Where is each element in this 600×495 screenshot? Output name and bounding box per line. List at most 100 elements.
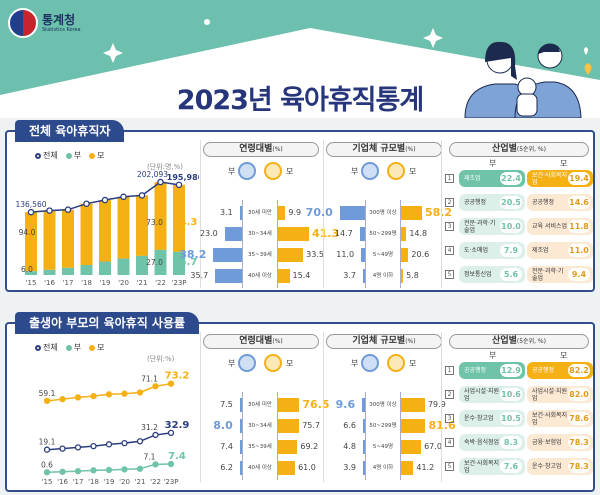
divider [200,140,201,288]
legend-total-marker [35,152,41,159]
industry-mother-item: 보건·사회복지업 19.4 [527,170,593,187]
industry-value: 22.4 [500,172,522,185]
size-category-label: 4명 이하 [372,273,394,279]
age-father-value: 23.0 [199,229,218,238]
x-tick-label: '15 [42,478,53,486]
rank-badge: 3 [445,414,454,423]
legend-total: 전체 [35,342,58,353]
father-share-label: 25.7 [173,257,198,268]
industry-father-item: 공공행정 12.9 [459,362,525,379]
size-father-value: 9.6 [335,398,356,411]
size-father-value: 3.7 [343,271,356,280]
total-point [121,439,128,447]
x-tick-label: '16 [57,478,68,486]
industry-name: 보건·사회복지업 [532,411,568,426]
father-bar [43,269,56,275]
x-tick-label: '19 [104,478,115,486]
industry-name: 제조업 [464,175,481,182]
legend-total-label: 전체 [43,151,58,160]
age-category-label: 40세 이상 [248,465,272,471]
age-mother-bar [278,248,304,262]
size-axis-right [400,392,401,480]
total-point [83,200,90,207]
industry-name: 도·소매업 [464,247,488,254]
mother-value-label: 73.2 [165,371,190,382]
industry-value: 9.4 [568,268,590,281]
size-father-value: 3.9 [343,463,356,472]
age-father-value: 7.5 [220,400,233,409]
industry-value: 7.6 [500,460,522,473]
father-value-label: 0.6 [41,460,53,469]
rank-badge: 5 [445,270,454,279]
industry-father-item: 정보통신업 5.6 [459,266,525,283]
size-father-value: 6.6 [343,421,356,430]
industry-mother-item: 제조업 11.0 [527,242,593,259]
size-father-bar [359,227,365,241]
size-mother-bar [401,461,414,475]
total-point [43,446,51,453]
age-father-bar [224,227,242,241]
legend-total-label: 전체 [43,343,58,352]
age-category-label: 30~34세 [248,231,272,237]
age-mother-value: 9.9 [288,208,302,217]
industry-name: 제조업 [532,247,549,254]
industry-unit: (5순위, %) [516,338,546,345]
father-point [59,468,66,475]
legend-total-marker [35,344,41,351]
size-category-label: 300명 이상 [369,402,397,408]
industry-value: 8.3 [500,436,522,449]
x-tick-label: '17 [63,279,74,287]
father-label: 부 [351,359,359,368]
industry-father-item: 공공행정 20.5 [459,194,525,211]
mother-point [105,391,113,398]
rank-badge: 2 [445,390,454,399]
mother-share-label: 74.3 [173,217,198,228]
size-unit: (%) [405,146,416,153]
total-value-label: 136,560 [15,200,46,209]
father-bar [136,255,148,275]
rank-badge: 4 [445,438,454,447]
legend-mother-label: 모 [97,151,105,160]
father-label: 부 [351,167,359,176]
mother-label: 모 [409,167,417,176]
industry-value: 78.3 [568,460,590,473]
industry-mother-item: 사업시설·지원업 82.0 [527,386,593,403]
age-mother-bar [278,206,286,220]
mother-point [121,390,128,397]
industry-value: 20.5 [500,196,522,209]
industry-mother-item: 금융·보험업 78.3 [527,434,593,451]
industry-name: 공공행정 [532,367,555,374]
total-point [157,178,164,186]
total-point [59,445,66,452]
total-point [90,443,97,450]
mother-bar [62,209,74,268]
size-father-bar [363,440,365,454]
mother-bar [117,196,130,259]
industry-name: 정보통신업 [464,271,492,278]
industry-name: 사업시설·지원업 [464,387,500,402]
size-mother-bar [401,206,422,220]
chart-unit: (단위:%) [147,355,175,363]
size-father-value: 11.0 [336,250,355,259]
statistics-korea-logo[interactable]: 통계청 Statistics Korea [8,8,81,38]
legend-father-label: 부 [73,343,82,352]
industry-value: 14.6 [568,196,590,209]
mother-point [59,396,66,403]
chart-unit: (단위:명,%) [147,163,184,171]
total-value-label: 19.1 [39,438,56,447]
size-mother-value: 20.6 [411,250,430,259]
section-total-leave-takers: 전체 육아휴직자 전체 부 모 (단위:명,%) 136,560 202,093 195,9… [5,120,595,292]
age-father-value: 35.7 [190,271,209,280]
industry-name: 공공행정 [464,367,487,374]
father-face-icon [361,162,379,180]
age-axis-left [242,392,243,480]
mother-value-label: 71.1 [141,374,158,383]
total-point [46,207,53,214]
legend-mother: 모 [89,342,104,353]
rank-badge: 1 [445,366,454,375]
total-point [175,181,183,189]
industry-father-item: 사업시설·지원업 10.6 [459,386,525,403]
age-father-bar [215,269,242,283]
legend-father: 부 [65,150,81,161]
